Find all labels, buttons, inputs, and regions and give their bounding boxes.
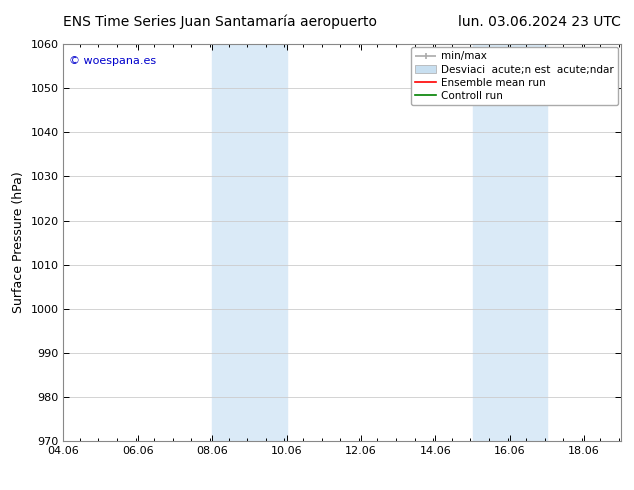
Bar: [472, 44, 547, 441]
Text: lun. 03.06.2024 23 UTC: lun. 03.06.2024 23 UTC: [458, 15, 621, 29]
Text: © woespana.es: © woespana.es: [69, 56, 156, 66]
Legend: min/max, Desviaci  acute;n est  acute;ndar, Ensemble mean run, Controll run: min/max, Desviaci acute;n est acute;ndar…: [411, 47, 618, 105]
Text: ENS Time Series Juan Santamaría aeropuerto: ENS Time Series Juan Santamaría aeropuer…: [63, 15, 377, 29]
Y-axis label: Surface Pressure (hPa): Surface Pressure (hPa): [12, 172, 25, 314]
Bar: [212, 44, 287, 441]
